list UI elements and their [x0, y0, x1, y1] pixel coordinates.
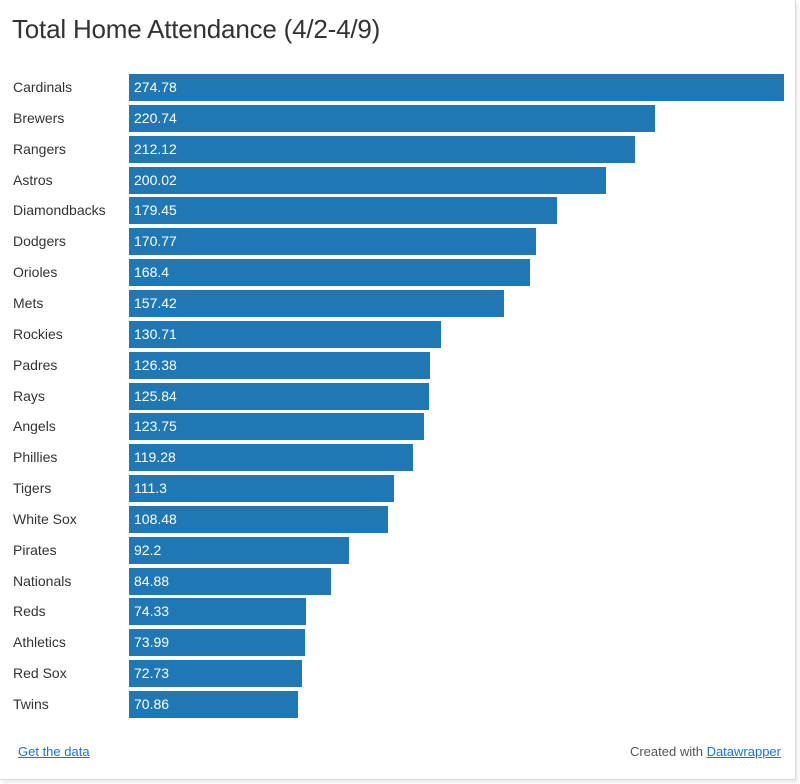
category-label: Rangers — [13, 140, 66, 157]
bar-value-label: 212.12 — [134, 140, 177, 157]
bar-value-label: 168.4 — [134, 264, 170, 281]
category-label: Dodgers — [13, 233, 66, 250]
category-label: Tigers — [13, 480, 52, 497]
bar — [129, 166, 606, 194]
bar-value-label: 119.28 — [134, 449, 176, 466]
category-label: Diamondbacks — [13, 202, 106, 219]
bar — [129, 536, 349, 564]
datawrapper-link[interactable]: Datawrapper — [706, 744, 781, 759]
bar-value-label: 220.74 — [134, 109, 177, 126]
bar — [129, 629, 306, 657]
bar-value-label: 126.38 — [134, 356, 177, 373]
bar-value-label: 170.77 — [134, 233, 177, 250]
bar — [129, 74, 784, 101]
bar-value-label: 74.33 — [134, 603, 170, 620]
bar — [129, 351, 431, 379]
category-label: Angels — [13, 418, 56, 435]
bar-value-label: 274.78 — [134, 79, 177, 95]
bar-value-label: 84.88 — [134, 572, 170, 589]
bar-value-label: 179.45 — [134, 202, 177, 219]
bar — [129, 259, 531, 287]
bar-value-label: 73.99 — [134, 634, 170, 651]
bar — [129, 320, 441, 348]
bar-value-label: 123.75 — [134, 418, 177, 435]
bar — [129, 135, 635, 163]
bar — [129, 567, 332, 595]
bar — [129, 382, 429, 410]
bar-value-label: 130.71 — [134, 325, 177, 342]
bar — [129, 289, 505, 317]
bar — [129, 228, 537, 256]
bar — [129, 197, 557, 225]
category-label: Cardinals — [13, 79, 73, 95]
bar-value-label: 125.84 — [134, 387, 177, 404]
category-label: Nationals — [13, 572, 72, 589]
category-label: White Sox — [13, 510, 77, 527]
category-label: Reds — [13, 603, 46, 620]
bar — [129, 505, 388, 533]
category-label: Twins — [13, 696, 49, 712]
bar-value-label: 92.2 — [134, 541, 162, 558]
chart-title: Total Home Attendance (4/2-4/9) — [12, 14, 381, 44]
bar-value-label: 70.86 — [134, 696, 170, 712]
created-with-label: Created with — [629, 744, 703, 759]
bar-value-label: 157.42 — [134, 294, 177, 311]
bar-value-label: 111.3 — [134, 480, 167, 497]
category-label: Rays — [13, 387, 45, 404]
bar — [129, 444, 414, 472]
category-label: Rockies — [13, 325, 63, 342]
bar — [129, 413, 424, 441]
category-label: Padres — [13, 356, 58, 373]
bar — [129, 691, 298, 718]
bar — [129, 598, 307, 626]
bar — [129, 104, 656, 132]
category-label: Athletics — [13, 634, 66, 651]
credit-text: Created with Datawrapper — [630, 744, 781, 759]
bar-value-label: 72.73 — [134, 665, 170, 682]
bar-value-label: 200.02 — [134, 171, 177, 188]
bar — [129, 660, 303, 688]
category-label: Orioles — [13, 264, 58, 281]
category-label: Brewers — [13, 109, 65, 126]
category-label: Phillies — [13, 449, 58, 466]
bar — [129, 475, 395, 503]
bar-value-label: 108.48 — [134, 510, 177, 527]
category-label: Astros — [13, 171, 53, 188]
category-label: Mets — [13, 294, 44, 311]
category-label: Pirates — [13, 541, 57, 558]
category-label: Red Sox — [13, 665, 67, 682]
get-the-data-link[interactable]: Get the data — [18, 744, 90, 759]
